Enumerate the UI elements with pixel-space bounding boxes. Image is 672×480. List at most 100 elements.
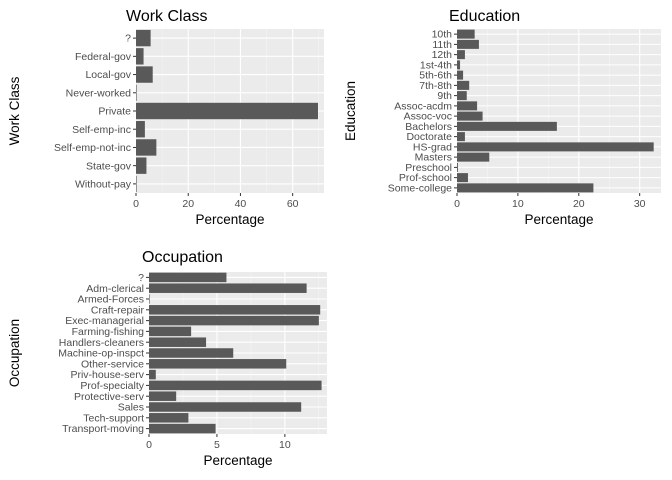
bar-tech-support xyxy=(149,413,189,423)
y-tick-label: Protective-serv xyxy=(74,391,145,403)
bar-7th-8th xyxy=(457,80,470,90)
bar-local-gov xyxy=(136,66,153,83)
bar-5th-6th xyxy=(457,70,464,80)
x-tick-label: 60 xyxy=(287,198,299,210)
y-tick-label: Federal-gov xyxy=(75,51,132,63)
y-tick-label: Armed-Forces xyxy=(77,294,144,306)
y-tick-label: Masters xyxy=(415,152,452,164)
bar-some-college xyxy=(457,183,594,193)
bar-farming-fishing xyxy=(149,326,192,337)
x-tick-label: 0 xyxy=(146,439,152,451)
bar-assoc-acdm xyxy=(457,101,478,111)
y-tick-label: Prof-school xyxy=(399,172,452,184)
y-tick-label: Self-emp-inc xyxy=(72,124,131,136)
y-tick-label: Private xyxy=(98,106,131,118)
bar- xyxy=(136,29,151,47)
bar-10th xyxy=(457,29,475,39)
y-tick-label: Craft-repair xyxy=(91,304,145,316)
y-tick-label: 11th xyxy=(432,39,452,51)
y-axis-title: Occupation xyxy=(7,319,22,387)
y-tick-label: ? xyxy=(125,33,131,45)
bar-1st-4th xyxy=(457,60,461,70)
bar-masters xyxy=(457,152,490,162)
y-tick-label: 10th xyxy=(432,29,453,41)
y-tick-label: Other-service xyxy=(81,358,144,370)
y-tick-label: Assoc-voc xyxy=(404,111,452,123)
y-tick-label: Preschool xyxy=(405,162,452,174)
plot-background xyxy=(457,29,661,193)
bar- xyxy=(149,272,227,283)
x-tick-label: 0 xyxy=(133,198,139,210)
y-tick-label: Exec-managerial xyxy=(65,315,144,327)
y-tick-label: Adm-clerical xyxy=(86,283,144,295)
chart-title: Education xyxy=(449,8,520,25)
bar-bachelors xyxy=(457,121,557,131)
y-tick-label: Doctorate xyxy=(406,131,452,143)
y-tick-label: Farming-fishing xyxy=(72,326,145,338)
y-tick-label: HS-grad xyxy=(413,141,452,153)
y-tick-label: ? xyxy=(138,272,144,284)
chart-title: Work Class xyxy=(126,8,208,25)
x-tick-label: 10 xyxy=(512,198,524,210)
bar-11th xyxy=(457,39,479,49)
x-tick-label: 0 xyxy=(454,198,460,210)
y-tick-label: Transport-moving xyxy=(62,423,144,435)
bar-self-emp-inc xyxy=(136,121,145,138)
x-axis-title: Percentage xyxy=(195,212,264,227)
y-tick-label: Prof-specialty xyxy=(80,380,144,392)
y-tick-label: Self-emp-not-inc xyxy=(54,142,131,154)
y-tick-label: Without-pay xyxy=(75,178,132,190)
y-tick-label: 7th-8th xyxy=(419,80,452,92)
y-axis-title: Work Class xyxy=(7,76,22,145)
bar-state-gov xyxy=(136,157,147,174)
y-tick-label: 5th-6th xyxy=(419,70,452,82)
bar-exec-managerial xyxy=(149,315,319,326)
bar-doctorate xyxy=(457,132,465,142)
chart-panel-2: 10th11th12th1st-4th5th-6th7th-8th9thAsso… xyxy=(343,8,661,227)
bar-other-service xyxy=(149,359,287,369)
y-axis-title: Education xyxy=(343,81,358,141)
x-tick-label: 30 xyxy=(634,198,646,210)
x-tick-label: 20 xyxy=(182,198,194,210)
y-tick-label: State-gov xyxy=(86,160,132,172)
y-tick-label: Some-college xyxy=(388,182,452,194)
bar-self-emp-not-inc xyxy=(136,139,157,156)
chart-panel-1: ? Federal-gov Local-gov Never-worked Private… xyxy=(7,8,324,227)
y-tick-label: Bachelors xyxy=(405,121,452,133)
y-tick-label: 9th xyxy=(437,90,452,102)
bar-never-worked xyxy=(136,84,137,101)
y-tick-label: Handlers-cleaners xyxy=(59,337,144,349)
y-tick-label: Priv-house-serv xyxy=(70,369,144,381)
bar-armed-forces xyxy=(149,294,150,304)
bar-protective-serv xyxy=(149,391,177,401)
y-tick-label: Tech-support xyxy=(83,412,144,424)
y-tick-label: 1st-4th xyxy=(420,59,452,71)
x-tick-label: 10 xyxy=(279,439,291,451)
bar-assoc-voc xyxy=(457,111,483,121)
bar-sales xyxy=(149,402,302,412)
bar-12th xyxy=(457,50,465,60)
bar-craft-repair xyxy=(149,305,321,315)
bar-transport-moving xyxy=(149,423,216,434)
x-tick-label: 20 xyxy=(573,198,585,210)
bar-preschool xyxy=(457,162,458,172)
bar-prof-specialty xyxy=(149,380,322,391)
bar-without-pay xyxy=(136,175,137,193)
bar-adm-clerical xyxy=(149,283,307,293)
bar-9th xyxy=(457,91,467,101)
chart-panel-3: ?Adm-clericalArmed-ForcesCraft-repairExe… xyxy=(7,249,327,468)
y-tick-label: 12th xyxy=(432,49,453,61)
bar-priv-house-serv xyxy=(149,369,156,380)
bar-handlers-cleaners xyxy=(149,337,207,347)
y-tick-label: Assoc-acdm xyxy=(394,100,452,112)
y-tick-label: Machine-op-inspct xyxy=(58,348,144,360)
y-tick-label: Local-gov xyxy=(85,69,131,81)
bar-federal-gov xyxy=(136,48,144,65)
bar-hs-grad xyxy=(457,142,654,152)
chart-title: Occupation xyxy=(142,249,223,266)
x-axis-title: Percentage xyxy=(203,453,272,468)
bar-prof-school xyxy=(457,173,468,183)
x-tick-label: 5 xyxy=(214,439,220,451)
y-tick-label: Sales xyxy=(118,402,144,414)
